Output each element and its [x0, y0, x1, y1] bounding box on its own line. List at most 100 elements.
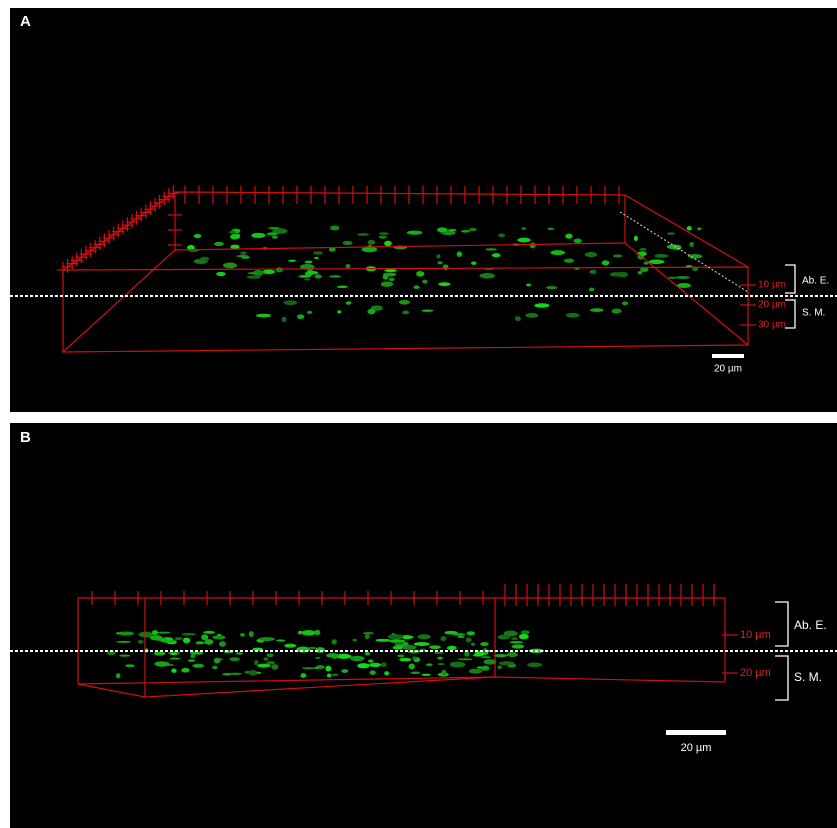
- speck: [182, 637, 191, 644]
- speck: [456, 251, 463, 257]
- speck: [361, 246, 378, 253]
- speck: [331, 639, 337, 645]
- speck: [204, 639, 214, 645]
- speck: [193, 234, 202, 239]
- speck: [119, 654, 131, 657]
- speck: [520, 630, 530, 635]
- panel-label: A: [20, 13, 31, 30]
- layer-label: Ab. E.: [794, 618, 827, 632]
- speck: [479, 273, 496, 279]
- speck: [315, 665, 325, 669]
- speck: [284, 643, 297, 648]
- speck: [697, 227, 702, 231]
- speck: [276, 639, 286, 642]
- speck: [457, 635, 465, 639]
- panel-b-ticks: [91, 584, 715, 606]
- speck: [329, 275, 342, 278]
- speck: [689, 241, 695, 247]
- panel-b-box: [77, 597, 726, 698]
- speck: [272, 228, 288, 235]
- speck: [590, 308, 604, 312]
- speck: [170, 652, 178, 656]
- speck: [246, 275, 262, 279]
- speck: [509, 640, 524, 644]
- speck: [154, 661, 170, 667]
- speck: [326, 673, 332, 678]
- speck: [565, 312, 580, 318]
- speck: [212, 665, 218, 670]
- speck: [480, 656, 492, 659]
- speck: [345, 263, 351, 269]
- speck: [547, 227, 555, 231]
- speck: [687, 254, 703, 259]
- speck: [472, 653, 484, 657]
- speck: [498, 661, 515, 666]
- speck: [514, 316, 521, 322]
- speck: [369, 662, 382, 668]
- speck: [281, 316, 287, 323]
- speck: [510, 637, 519, 641]
- speck: [212, 635, 226, 640]
- speck: [503, 630, 518, 637]
- speck: [251, 232, 266, 239]
- speck: [399, 657, 412, 662]
- speck: [342, 240, 353, 246]
- speck: [410, 671, 421, 674]
- speck: [406, 230, 423, 235]
- speck: [648, 259, 665, 265]
- speck: [312, 251, 323, 255]
- bracket: [775, 655, 789, 701]
- speck: [450, 661, 466, 668]
- speck: [336, 653, 352, 659]
- speck: [412, 656, 417, 660]
- speck: [190, 651, 204, 655]
- speck: [116, 640, 131, 643]
- scale-label: 20 µm: [681, 742, 712, 754]
- speck: [190, 653, 196, 659]
- speck: [621, 301, 629, 306]
- speck: [187, 659, 196, 662]
- speck: [118, 631, 135, 636]
- speck: [477, 666, 483, 669]
- speck: [517, 237, 531, 243]
- speck: [367, 308, 376, 315]
- speck: [518, 633, 529, 640]
- speck: [589, 269, 597, 275]
- panel-a-ticks: [57, 185, 620, 276]
- speck: [633, 235, 638, 242]
- speck: [382, 274, 389, 280]
- speck: [380, 662, 387, 668]
- speck: [437, 261, 443, 265]
- speck: [421, 673, 431, 676]
- speck: [565, 233, 573, 239]
- speck: [666, 232, 676, 235]
- speck: [187, 244, 195, 251]
- speck: [116, 673, 121, 679]
- speck: [417, 634, 431, 640]
- speck: [325, 665, 332, 672]
- layer-label: S. M.: [802, 308, 825, 319]
- speck: [314, 629, 321, 636]
- speck: [341, 669, 349, 673]
- speck: [298, 630, 303, 635]
- speck: [298, 274, 311, 278]
- speck: [436, 227, 448, 233]
- speck: [545, 285, 558, 290]
- speck: [612, 254, 623, 258]
- depth-label: 30 µm: [758, 320, 786, 331]
- speck: [153, 651, 166, 656]
- speck: [511, 644, 525, 649]
- panel-label: B: [20, 429, 31, 446]
- speck: [357, 663, 370, 669]
- speck: [529, 242, 536, 249]
- speck: [526, 283, 532, 287]
- speck: [480, 641, 489, 647]
- layer-label: S. M.: [794, 670, 822, 684]
- speck: [222, 262, 238, 269]
- speck: [364, 634, 370, 640]
- scale-label: 20 µm: [714, 364, 742, 375]
- speck: [256, 313, 272, 318]
- depth-label: 10 µm: [758, 280, 786, 291]
- depth-label: 10 µm: [740, 629, 771, 641]
- speck: [446, 645, 457, 651]
